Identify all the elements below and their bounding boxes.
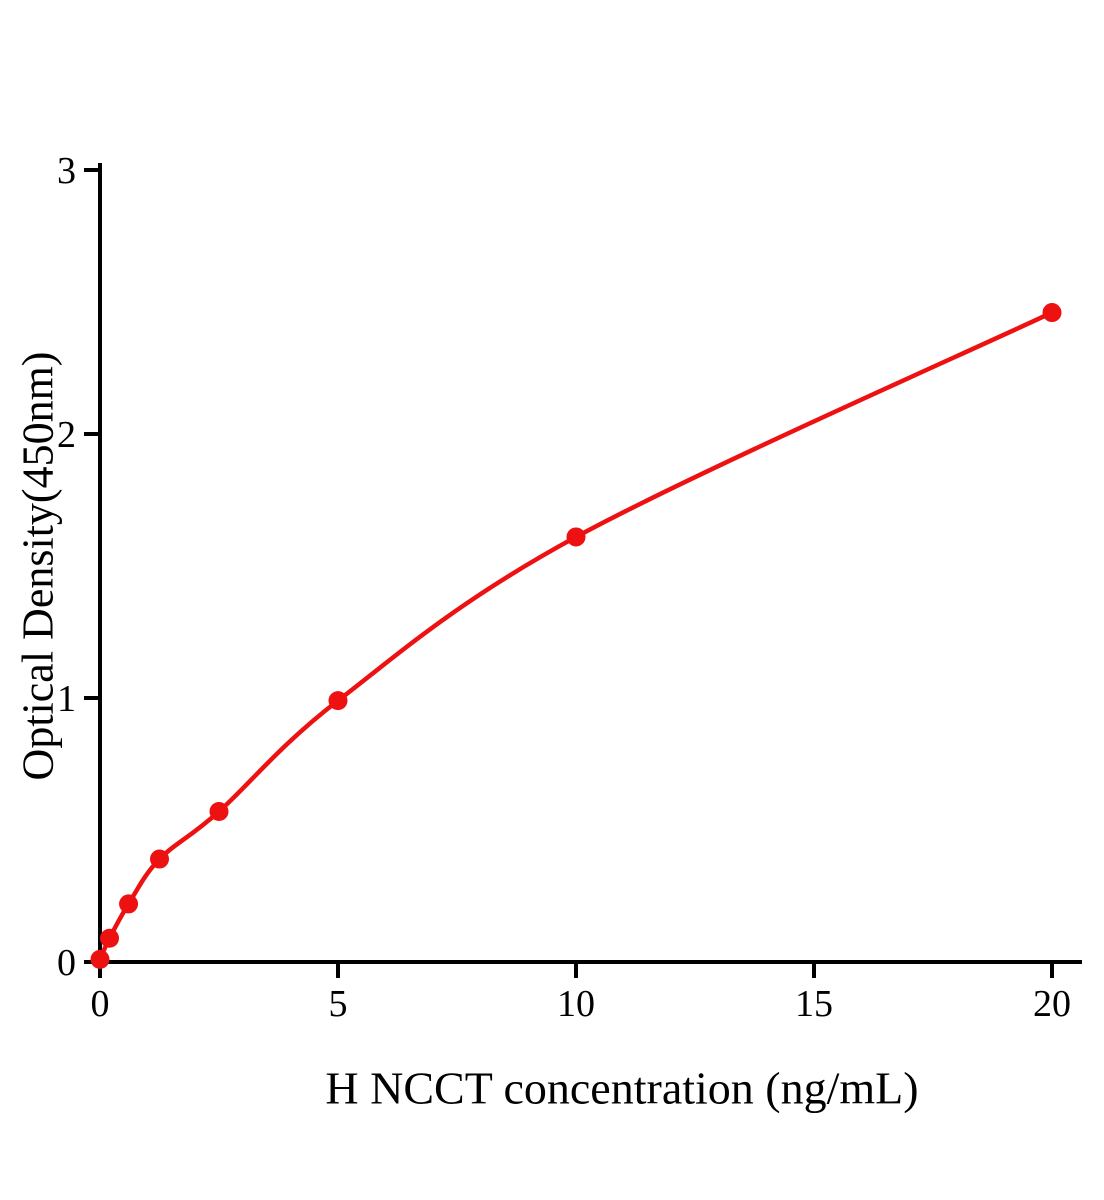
x-tick-label: 0: [91, 983, 110, 1025]
y-tick-label: 2: [57, 414, 76, 456]
data-point: [150, 849, 169, 869]
y-tick-label: 1: [57, 678, 76, 720]
data-point: [566, 527, 586, 547]
data-point: [100, 928, 120, 948]
y-axis-title: Optical Density(450nm): [13, 351, 63, 781]
x-tick-label: 20: [1033, 983, 1071, 1025]
x-axis-title: H NCCT concentration (ng/mL): [325, 1062, 919, 1114]
data-point: [90, 949, 110, 969]
data-point: [328, 691, 348, 711]
curve-line: [97, 310, 1055, 962]
data-point: [209, 802, 229, 822]
y-tick-label: 0: [57, 942, 76, 984]
x-tick-label: 5: [329, 983, 348, 1025]
x-tick-label: 15: [795, 983, 833, 1025]
data-point: [119, 894, 139, 914]
y-tick-label: 3: [57, 150, 76, 192]
x-tick-label: 10: [557, 983, 595, 1025]
data-point: [1042, 303, 1062, 323]
